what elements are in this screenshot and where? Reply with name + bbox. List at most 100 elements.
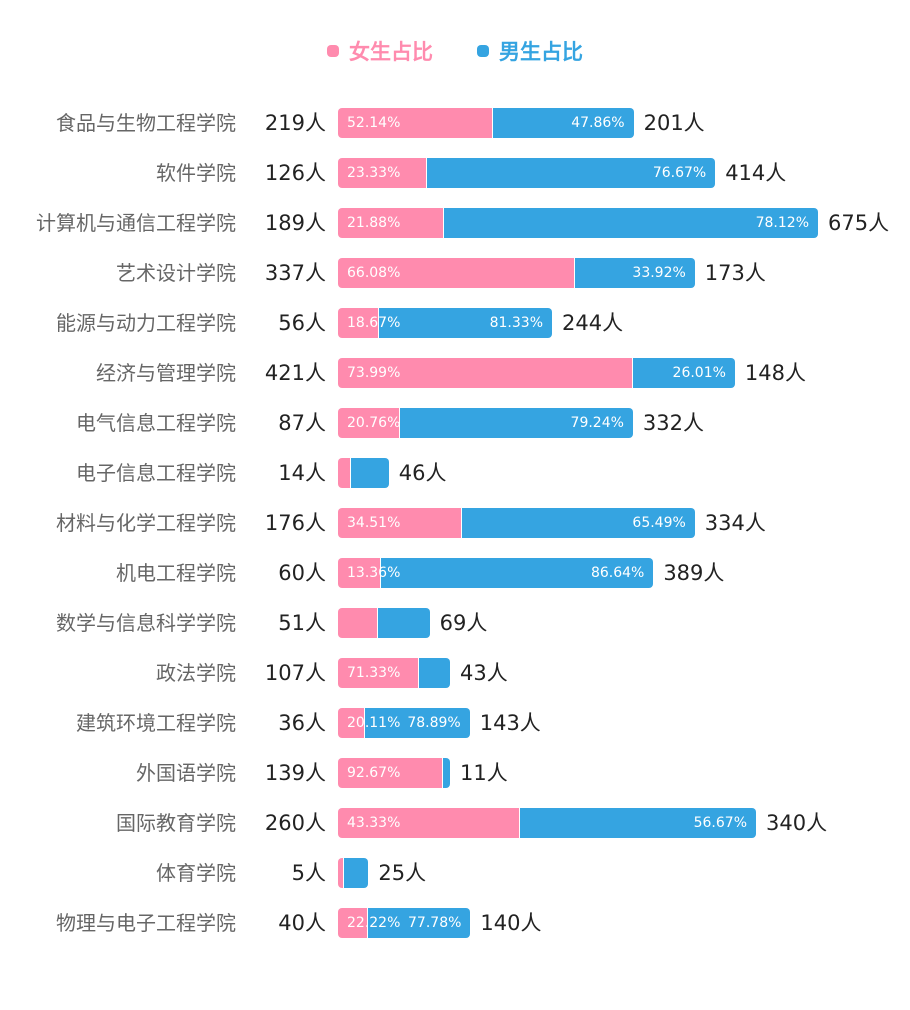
male-count-label: 148人 — [744, 361, 806, 385]
bar-segment-female[interactable] — [338, 908, 368, 938]
category-label: 机电工程学院 — [116, 561, 236, 585]
category-label: 政法学院 — [156, 661, 236, 685]
male-percent-label: 26.01% — [672, 365, 726, 381]
bar-segment-male[interactable] — [461, 508, 695, 538]
male-count-label: 173人 — [704, 261, 766, 285]
bar-segment-female[interactable] — [338, 708, 365, 738]
category-label: 食品与生物工程学院 — [56, 111, 236, 135]
stacked-bar[interactable] — [338, 758, 450, 788]
bar-segment-male[interactable] — [573, 258, 695, 288]
stacked-bar[interactable] — [338, 508, 695, 538]
bar-row: 物理与电子工程学院 40人 22.22% 77.78% 140人 — [0, 908, 910, 938]
female-count-label: 87人 — [278, 411, 326, 435]
bar-segment-female[interactable] — [338, 108, 493, 138]
male-percent-label: 77.78% — [408, 915, 462, 931]
male-count-label: 25人 — [378, 861, 427, 885]
category-label: 电子信息工程学院 — [76, 461, 236, 485]
bar-row: 建筑环境工程学院 36人 20.11% 78.89% 143人 — [0, 708, 910, 738]
bar-segment-male[interactable] — [417, 658, 450, 688]
bar-row: 电气信息工程学院 87人 20.76% 79.24% 332人 — [0, 408, 910, 438]
bar-segment-male[interactable] — [364, 708, 470, 738]
category-label: 材料与化学工程学院 — [56, 511, 236, 535]
bar-segment-male[interactable] — [519, 808, 756, 838]
bar-segment-male[interactable] — [631, 358, 735, 388]
bar-segment-male[interactable] — [367, 908, 471, 938]
male-percent-label: 65.49% — [632, 515, 686, 531]
stacked-bar[interactable] — [338, 308, 552, 338]
male-count-label: 143人 — [479, 711, 541, 735]
bar-segment-male[interactable] — [349, 458, 389, 488]
bar-segment-male[interactable] — [399, 408, 633, 438]
stacked-bar[interactable] — [338, 908, 471, 938]
bar-segment-female[interactable] — [338, 758, 442, 788]
bar-segment-male[interactable] — [492, 108, 634, 138]
stacked-bar[interactable] — [338, 258, 695, 288]
legend-label-female: 女生占比 — [349, 40, 433, 64]
stacked-bar[interactable] — [338, 658, 450, 688]
stacked-bar[interactable] — [338, 358, 735, 388]
female-percent-label: 34.51% — [347, 515, 401, 531]
bar-row: 数学与信息科学学院 51人 69人 — [0, 608, 910, 638]
bar-segment-female[interactable] — [338, 608, 377, 638]
female-count-label: 107人 — [264, 661, 326, 685]
female-percent-label: 20.11% — [347, 715, 401, 731]
bar-segment-female[interactable] — [338, 358, 632, 388]
category-label: 国际教育学院 — [116, 811, 236, 835]
bar-segment-female[interactable] — [338, 308, 378, 338]
bar-segment-male[interactable] — [441, 758, 450, 788]
bar-segment-female[interactable] — [338, 458, 350, 488]
female-count-label: 189人 — [264, 211, 326, 235]
male-count-label: 43人 — [460, 661, 508, 685]
male-percent-label: 86.64% — [590, 565, 645, 581]
legend-item-male[interactable]: 男生占比 — [477, 36, 583, 66]
male-count-label: 201人 — [643, 111, 705, 135]
female-percent-label: 43.33% — [347, 815, 401, 831]
bar-segment-male[interactable] — [426, 158, 716, 188]
bar-row: 计算机与通信工程学院 189人 21.88% 78.12% 675人 — [0, 208, 910, 238]
bar-segment-female[interactable] — [338, 208, 443, 238]
stacked-bar[interactable] — [338, 708, 470, 738]
bar-segment-female[interactable] — [338, 658, 418, 688]
legend-item-female[interactable]: 女生占比 — [327, 36, 433, 66]
stacked-bar[interactable] — [338, 858, 369, 888]
stacked-bar[interactable] — [338, 558, 654, 588]
bar-row: 能源与动力工程学院 56人 18.67% 81.33% 244人 — [0, 308, 910, 338]
female-count-label: 36人 — [278, 711, 326, 735]
bar-segment-male[interactable] — [376, 608, 430, 638]
female-percent-label: 18.67% — [347, 315, 401, 331]
bar-segment-male[interactable] — [377, 308, 552, 338]
bar-row: 电子信息工程学院 14人 46人 — [0, 458, 910, 488]
female-percent-label: 20.76% — [347, 415, 401, 431]
bar-segment-male[interactable] — [380, 558, 654, 588]
bar-segment-female[interactable] — [338, 158, 426, 188]
male-percent-label: 78.89% — [407, 715, 461, 731]
bar-row: 经济与管理学院 421人 73.99% 26.01% 148人 — [0, 358, 910, 388]
stacked-bar[interactable] — [338, 458, 389, 488]
bar-row: 政法学院 107人 71.33% 43人 — [0, 658, 910, 688]
stacked-bar[interactable] — [338, 408, 633, 438]
female-count-label: 60人 — [278, 561, 326, 585]
female-percent-label: 22.22% — [347, 915, 401, 931]
category-label: 外国语学院 — [136, 761, 236, 785]
category-label: 经济与管理学院 — [96, 361, 236, 385]
stacked-bar[interactable] — [338, 808, 756, 838]
stacked-bar[interactable] — [338, 608, 430, 638]
bar-segment-male[interactable] — [443, 208, 818, 238]
bar-segment-female[interactable] — [338, 408, 400, 438]
bar-segment-female[interactable] — [338, 258, 574, 288]
male-percent-label: 56.67% — [693, 815, 747, 831]
bar-segment-male[interactable] — [343, 858, 369, 888]
female-percent-label: 21.88% — [347, 215, 401, 231]
stacked-bar[interactable] — [338, 208, 818, 238]
bar-segment-female[interactable] — [338, 858, 344, 888]
category-label: 艺术设计学院 — [116, 261, 236, 285]
bar-segment-female[interactable] — [338, 808, 520, 838]
bar-segment-female[interactable] — [338, 558, 381, 588]
male-count-label: 340人 — [766, 811, 828, 835]
bar-row: 体育学院 5人 25人 — [0, 858, 910, 888]
stacked-bar[interactable] — [338, 158, 716, 188]
female-count-label: 337人 — [264, 261, 326, 285]
female-count-label: 5人 — [291, 861, 326, 885]
stacked-bar[interactable] — [338, 108, 634, 138]
bar-segment-female[interactable] — [338, 508, 462, 538]
